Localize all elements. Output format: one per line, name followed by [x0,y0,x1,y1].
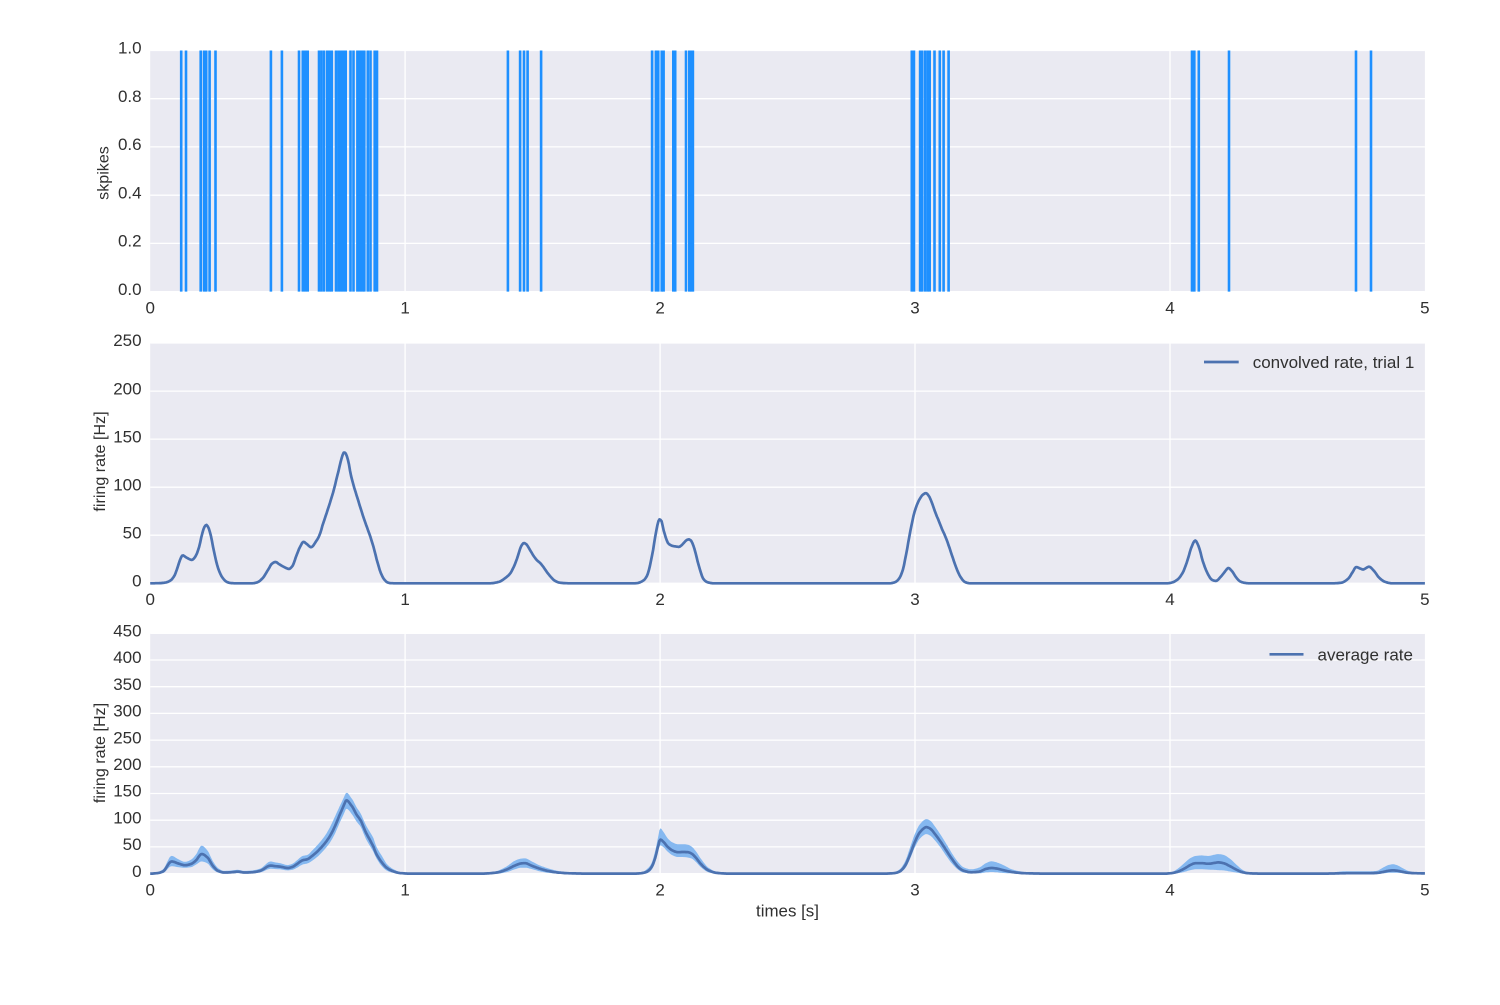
svg-text:0: 0 [132,862,141,881]
svg-text:400: 400 [113,648,141,667]
svg-text:2: 2 [655,880,664,899]
svg-text:0: 0 [145,298,154,317]
svg-text:100: 100 [113,475,141,494]
svg-text:150: 150 [113,782,141,801]
svg-text:5: 5 [1420,590,1429,609]
svg-text:5: 5 [1420,880,1429,899]
svg-text:1: 1 [400,298,409,317]
svg-text:1: 1 [400,590,409,609]
svg-text:3: 3 [910,590,919,609]
svg-text:firing rate [Hz]: firing rate [Hz] [91,411,109,511]
svg-text:skpikes: skpikes [95,146,113,200]
svg-text:0: 0 [132,572,141,591]
svg-text:0.0: 0.0 [118,280,142,299]
svg-text:5: 5 [1420,298,1429,317]
svg-text:average rate: average rate [1318,645,1413,664]
svg-text:350: 350 [113,675,141,694]
svg-text:4: 4 [1165,298,1174,317]
svg-text:0.2: 0.2 [118,232,142,251]
svg-text:0: 0 [145,590,154,609]
svg-text:0: 0 [145,880,154,899]
svg-text:3: 3 [910,880,919,899]
svg-text:2: 2 [655,590,664,609]
svg-text:0.6: 0.6 [118,135,142,154]
svg-text:1.0: 1.0 [118,39,142,58]
svg-text:450: 450 [113,622,141,641]
svg-text:50: 50 [123,523,142,542]
svg-text:4: 4 [1165,590,1174,609]
svg-text:times [s]: times [s] [756,901,819,920]
svg-text:convolved rate, trial 1: convolved rate, trial 1 [1253,353,1415,372]
svg-text:200: 200 [113,379,141,398]
svg-text:200: 200 [113,755,141,774]
svg-text:150: 150 [113,427,141,446]
svg-text:0.8: 0.8 [118,87,142,106]
svg-text:1: 1 [400,880,409,899]
svg-text:300: 300 [113,702,141,721]
svg-text:250: 250 [113,331,141,350]
svg-text:0.4: 0.4 [118,183,142,202]
svg-text:firing rate [Hz]: firing rate [Hz] [91,703,109,803]
svg-text:250: 250 [113,728,141,747]
svg-text:4: 4 [1165,880,1174,899]
svg-text:3: 3 [910,298,919,317]
svg-text:100: 100 [113,808,141,827]
svg-text:50: 50 [123,835,142,854]
svg-text:2: 2 [655,298,664,317]
